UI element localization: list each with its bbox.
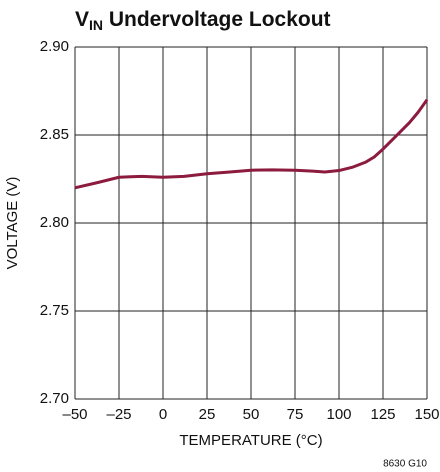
title-part: V (75, 8, 89, 31)
y-tick-label: 2.80 (40, 214, 69, 231)
x-tick-label: 125 (370, 406, 395, 423)
y-tick-label: 2.90 (40, 38, 69, 55)
y-axis-label: VOLTAGE (V) (4, 177, 21, 270)
y-tick-label: 2.70 (40, 390, 69, 407)
x-tick-label: 0 (159, 406, 167, 423)
x-tick-label: 75 (287, 406, 304, 423)
data-line (74, 98, 429, 190)
y-tick-label: 2.85 (40, 126, 69, 143)
x-tick-label: 100 (326, 406, 351, 423)
y-tick-label: 2.75 (40, 302, 69, 319)
chart-title: VIN Undervoltage Lockout (75, 8, 331, 33)
x-tick-label: –25 (106, 406, 131, 423)
x-tick-label: 25 (199, 406, 216, 423)
x-tick-label: –50 (62, 406, 87, 423)
x-tick-label: 150 (414, 406, 439, 423)
x-tick-label: 50 (243, 406, 260, 423)
title-subscript: IN (89, 17, 103, 33)
title-part: Undervoltage Lockout (103, 8, 331, 31)
x-axis-label: TEMPERATURE (°C) (179, 432, 322, 449)
annotation: 8630 G10 (383, 459, 427, 470)
